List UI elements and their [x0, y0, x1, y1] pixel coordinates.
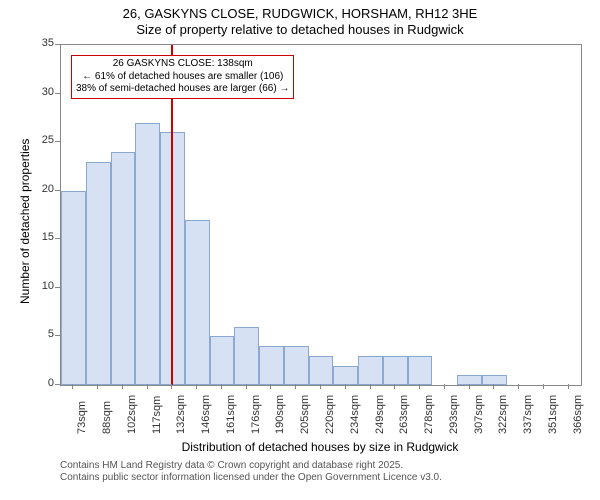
- x-tick-mark: [72, 384, 73, 389]
- x-tick-label: 366sqm: [572, 395, 584, 434]
- title-line-2: Size of property relative to detached ho…: [0, 22, 600, 38]
- x-tick-label: 351sqm: [547, 395, 559, 434]
- x-tick-mark: [493, 384, 494, 389]
- x-tick-label: 263sqm: [398, 395, 410, 434]
- y-tick-label: 20: [30, 183, 54, 195]
- histogram-bar: [284, 346, 309, 385]
- histogram-bar: [383, 356, 408, 385]
- x-tick-label: 73sqm: [76, 401, 88, 434]
- y-tick-label: 35: [30, 37, 54, 49]
- x-tick-mark: [568, 384, 569, 389]
- x-axis-label: Distribution of detached houses by size …: [60, 440, 580, 454]
- x-tick-label: 220sqm: [324, 395, 336, 434]
- x-tick-mark: [518, 384, 519, 389]
- histogram-bar: [185, 220, 210, 385]
- histogram-bar: [408, 356, 433, 385]
- x-tick-mark: [444, 384, 445, 389]
- x-tick-label: 293sqm: [448, 395, 460, 434]
- histogram-bar: [234, 327, 259, 385]
- x-tick-mark: [419, 384, 420, 389]
- histogram-bar: [358, 356, 383, 385]
- title-line-1: 26, GASKYNS CLOSE, RUDGWICK, HORSHAM, RH…: [0, 6, 600, 22]
- x-tick-label: 322sqm: [497, 395, 509, 434]
- x-tick-mark: [147, 384, 148, 389]
- x-tick-mark: [370, 384, 371, 389]
- x-tick-label: 132sqm: [175, 395, 187, 434]
- x-tick-label: 205sqm: [299, 395, 311, 434]
- y-tick-label: 15: [30, 231, 54, 243]
- y-tick-label: 0: [30, 377, 54, 389]
- x-tick-label: 176sqm: [250, 395, 262, 434]
- x-tick-mark: [122, 384, 123, 389]
- x-tick-label: 234sqm: [349, 395, 361, 434]
- y-tick-mark: [55, 190, 60, 191]
- y-tick-mark: [55, 93, 60, 94]
- x-tick-label: 278sqm: [423, 395, 435, 434]
- x-tick-mark: [270, 384, 271, 389]
- y-tick-label: 5: [30, 328, 54, 340]
- x-tick-label: 190sqm: [274, 395, 286, 434]
- footer-line-2: Contains public sector information licen…: [60, 472, 442, 484]
- footer-line-1: Contains HM Land Registry data © Crown c…: [60, 460, 442, 472]
- x-tick-label: 88sqm: [101, 401, 113, 434]
- x-tick-mark: [246, 384, 247, 389]
- y-tick-mark: [55, 384, 60, 385]
- x-tick-label: 249sqm: [374, 395, 386, 434]
- x-tick-mark: [394, 384, 395, 389]
- x-tick-label: 161sqm: [225, 395, 237, 434]
- histogram-bar: [61, 191, 86, 385]
- y-tick-mark: [55, 238, 60, 239]
- annotation-box: 26 GASKYNS CLOSE: 138sqm← 61% of detache…: [71, 55, 294, 99]
- chart-title: 26, GASKYNS CLOSE, RUDGWICK, HORSHAM, RH…: [0, 0, 600, 37]
- x-tick-label: 307sqm: [473, 395, 485, 434]
- histogram-bar: [111, 152, 136, 385]
- histogram-bar: [210, 336, 235, 385]
- y-tick-label: 25: [30, 134, 54, 146]
- annotation-line: 26 GASKYNS CLOSE: 138sqm: [76, 58, 289, 71]
- x-tick-label: 102sqm: [126, 395, 138, 434]
- x-tick-mark: [171, 384, 172, 389]
- y-tick-mark: [55, 44, 60, 45]
- x-tick-mark: [221, 384, 222, 389]
- x-tick-mark: [469, 384, 470, 389]
- histogram-bar: [86, 162, 111, 385]
- histogram-bar: [457, 375, 482, 385]
- x-tick-mark: [345, 384, 346, 389]
- y-tick-mark: [55, 141, 60, 142]
- x-tick-mark: [543, 384, 544, 389]
- histogram-bar: [135, 123, 160, 385]
- annotation-line: 38% of semi-detached houses are larger (…: [76, 83, 289, 96]
- histogram-bar: [309, 356, 334, 385]
- x-tick-label: 146sqm: [200, 395, 212, 434]
- x-tick-mark: [97, 384, 98, 389]
- x-tick-label: 337sqm: [522, 395, 534, 434]
- plot-area: 26 GASKYNS CLOSE: 138sqm← 61% of detache…: [60, 44, 582, 386]
- histogram-bar: [259, 346, 284, 385]
- chart-container: 26, GASKYNS CLOSE, RUDGWICK, HORSHAM, RH…: [0, 0, 600, 500]
- histogram-bar: [333, 366, 358, 385]
- y-tick-mark: [55, 287, 60, 288]
- annotation-line: ← 61% of detached houses are smaller (10…: [76, 71, 289, 84]
- x-tick-mark: [320, 384, 321, 389]
- x-tick-label: 117sqm: [151, 396, 163, 434]
- y-tick-mark: [55, 335, 60, 336]
- x-tick-mark: [196, 384, 197, 389]
- y-tick-label: 10: [30, 280, 54, 292]
- y-tick-label: 30: [30, 86, 54, 98]
- chart-footer: Contains HM Land Registry data © Crown c…: [60, 460, 442, 484]
- x-tick-mark: [295, 384, 296, 389]
